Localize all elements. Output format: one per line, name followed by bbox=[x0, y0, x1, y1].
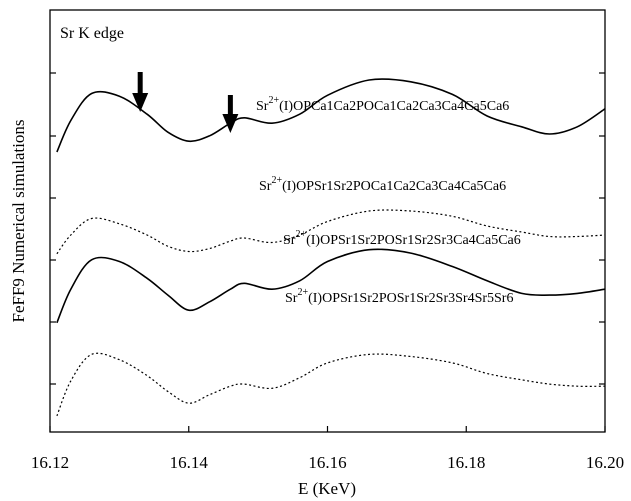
arrow-head-icon bbox=[222, 114, 239, 133]
x-tick-label: 16.16 bbox=[308, 453, 346, 472]
series-line-3 bbox=[56, 248, 606, 324]
series-label-1: Sr2+(I)OPCa1Ca2POCa1Ca2Ca3Ca4Ca5Ca6 bbox=[256, 95, 509, 114]
chart-title: Sr K edge bbox=[60, 25, 124, 42]
annotation-arrows bbox=[132, 72, 239, 133]
series-label-4: Sr2+(I)OPSr1Sr2POSr1Sr2Sr3Sr4Sr5Sr6 bbox=[285, 287, 513, 306]
x-tick-label: 16.18 bbox=[447, 453, 485, 472]
series-labels: Sr2+(I)OPCa1Ca2POCa1Ca2Ca3Ca4Ca5Ca6 Sr2+(… bbox=[256, 95, 521, 306]
series-label-2: Sr2+(I)OPSr1Sr2POCa1Ca2Ca3Ca4Ca5Ca6 bbox=[259, 175, 506, 194]
x-tick-label: 16.20 bbox=[586, 453, 624, 472]
series-line-1 bbox=[56, 78, 606, 153]
series-line-4 bbox=[56, 352, 606, 417]
x-axis-label: E (KeV) bbox=[298, 479, 356, 498]
y-axis-label: FeFF9 Numerical simulations bbox=[9, 119, 28, 322]
x-tick-label: 16.14 bbox=[170, 453, 209, 472]
series-line-2 bbox=[56, 209, 606, 255]
y-ticks bbox=[50, 72, 605, 385]
x-ticks: 16.12 16.14 16.16 16.18 16.20 bbox=[31, 426, 624, 472]
arrow-head-icon bbox=[132, 93, 149, 112]
plot-frame bbox=[49, 9, 606, 433]
series-label-3: Sr2+(I)OPSr1Sr2POSr1Sr2Sr3Ca4Ca5Ca6 bbox=[283, 229, 521, 248]
series-lines bbox=[56, 78, 606, 417]
x-tick-label: 16.12 bbox=[31, 453, 69, 472]
